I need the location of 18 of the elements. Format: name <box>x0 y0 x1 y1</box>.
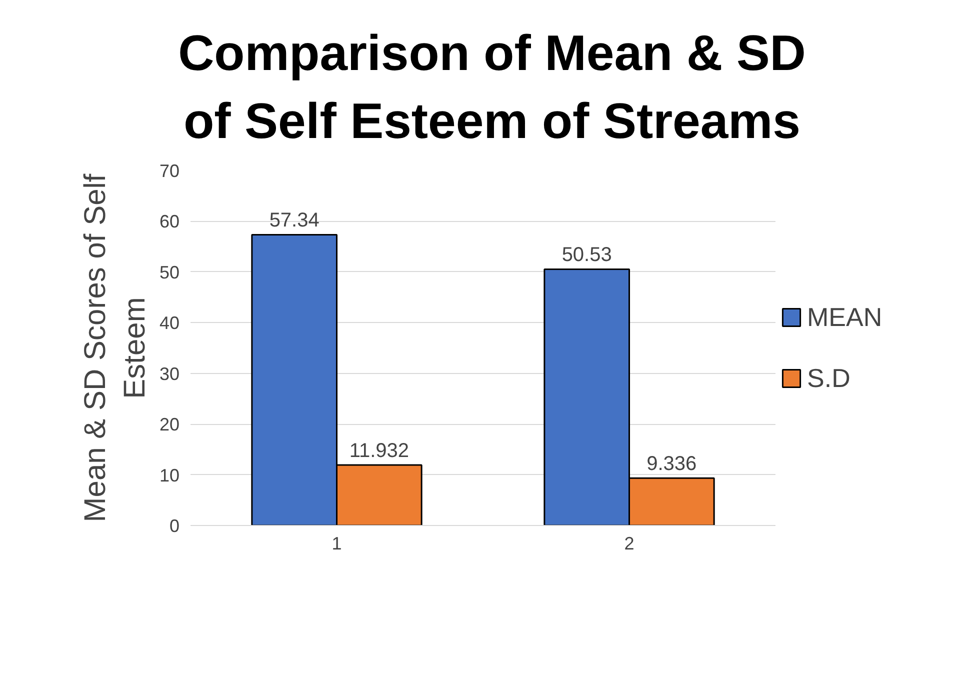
y-tick-label: 50 <box>159 262 180 282</box>
y-tick-label: 20 <box>159 414 180 435</box>
y-tick-label: 70 <box>159 161 180 181</box>
legend-label: MEAN <box>807 302 882 332</box>
legend-label: S.D <box>807 362 850 394</box>
x-tick-label: 1 <box>332 534 342 554</box>
x-tick-label: 2 <box>624 534 634 554</box>
y-axis-title: Mean & SD Scores of Self Esteem <box>78 173 152 522</box>
data-label: 57.34 <box>269 210 320 232</box>
y-tick-label: 40 <box>159 313 180 334</box>
data-label: 11.932 <box>349 440 410 462</box>
y-tick-label: 60 <box>159 212 180 232</box>
y-tick-label: 30 <box>159 364 180 384</box>
data-label: 50.53 <box>562 244 612 266</box>
y-tick-label: 0 <box>169 516 180 536</box>
data-label: 9.336 <box>646 453 697 476</box>
y-tick-label: 10 <box>159 465 180 486</box>
chart-title: Comparison of Mean & SD of Self Esteem of Streams <box>178 24 806 151</box>
